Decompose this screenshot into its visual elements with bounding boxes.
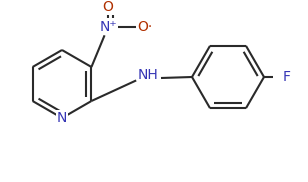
Text: O: O: [103, 0, 113, 14]
Text: O·: O·: [137, 20, 153, 34]
Text: N: N: [57, 111, 67, 125]
Text: N⁺: N⁺: [99, 20, 117, 34]
Text: NH: NH: [138, 68, 158, 82]
Text: F: F: [283, 70, 291, 84]
